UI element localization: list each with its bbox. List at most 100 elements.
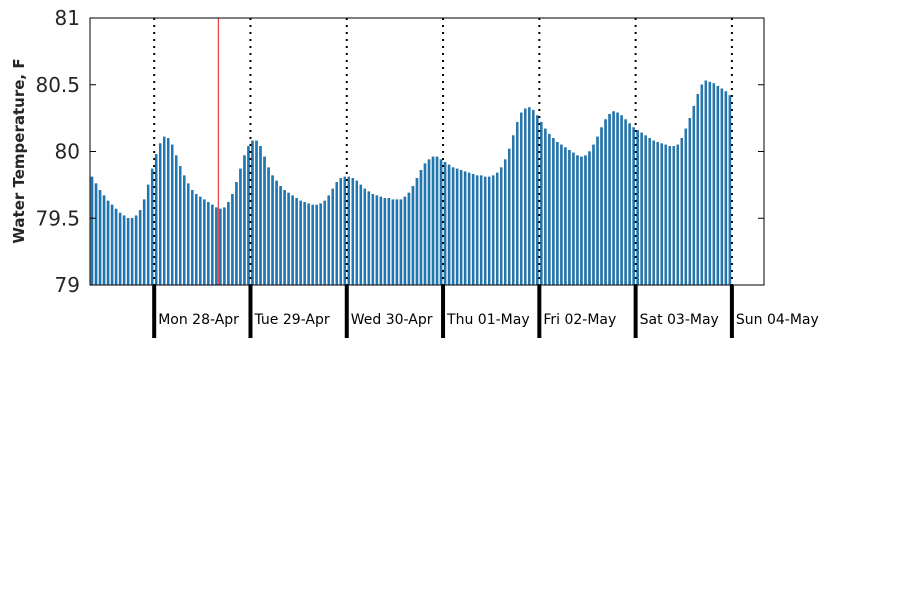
temperature-bar [291,195,294,286]
y-axis-label: Water Temperature, F [10,58,28,243]
temperature-bar [359,184,363,286]
temperature-bar [720,88,724,286]
y-tick-label: 79.5 [35,206,80,230]
temperature-bar [162,136,166,286]
temperature-bar [676,144,680,286]
temperature-bar [231,194,234,286]
temperature-bar [267,167,270,286]
temperature-bar [483,176,487,286]
temperature-bar [383,198,387,286]
temperature-bar [451,167,455,286]
temperature-bar [544,128,547,286]
temperature-bar [170,144,174,286]
temperature-bar [459,170,463,286]
temperature-bar [636,129,639,286]
temperature-bar [632,127,635,286]
temperature-bar [94,183,98,286]
temperature-bar [351,178,355,286]
temperature-bar [608,113,611,286]
temperature-bar [191,190,194,286]
temperature-bar [532,109,535,286]
temperature-bar [347,176,351,286]
day-labels: Mon 28-Apr Tue 29-Apr Wed 30-Apr Thu 01-May… [158,312,819,328]
temperature-bar [584,155,587,286]
temperature-bar [263,156,266,286]
temperature-bar [343,176,347,286]
temperature-bar [728,95,732,286]
temperature-bar [371,194,375,286]
y-axis-ticks: 79 79.5 80 80.5 81 [35,6,764,297]
temperature-bar [130,218,134,286]
temperature-bar [516,121,519,286]
temperature-bar [427,159,431,286]
temperature-bar [211,204,214,286]
temperature-bar [572,152,575,286]
temperature-bar [564,147,567,286]
temperature-bar [146,184,150,286]
temperature-bar [227,202,230,286]
y-tick-label: 80.5 [35,73,80,97]
day-separator-ticks [152,285,734,338]
temperature-bar [684,128,688,286]
temperature-bar [114,208,118,286]
temperature-bar [576,155,579,286]
temperature-bar [463,171,467,286]
temperature-bar [467,172,471,286]
day-label: Wed 30-Apr [351,312,433,328]
temperature-bar [616,112,619,286]
temperature-bar [435,156,439,286]
temperature-bar [166,137,170,286]
temperature-bar [174,155,178,286]
temperature-bar [495,172,499,286]
temperature-bar [223,207,226,286]
temperature-bar [375,195,379,286]
temperature-bar [443,162,447,286]
temperature-bar [620,115,623,286]
temperature-bar [158,143,162,286]
temperature-bar [592,144,595,286]
temperature-bar [403,196,407,286]
temperature-bar [692,105,696,286]
temperature-bar [271,175,274,286]
temperature-bar [407,192,411,286]
temperature-bar [311,204,314,286]
temperature-bar [110,204,114,286]
temperature-bar [528,107,531,286]
day-label: Fri 02-May [543,312,616,328]
temperature-bar [471,174,475,286]
temperature-bar [548,133,551,286]
temperature-bar [215,207,218,286]
y-tick-label: 79 [55,273,80,297]
temperature-bar [98,190,102,286]
plot-background [90,18,764,285]
temperature-bar [716,85,720,286]
temperature-bar [411,186,415,286]
temperature-bar [491,175,495,286]
temperature-bar [588,151,591,286]
temperature-bar [520,112,523,286]
temperature-bar [247,146,250,286]
temperature-bar [303,202,306,286]
temperature-bar [419,170,423,286]
temperature-bar [704,80,708,286]
temperature-bar [680,137,684,286]
temperature-bar [102,195,106,286]
temperature-bar [580,156,583,286]
temperature-bar [379,196,383,286]
temperature-bar [219,208,222,286]
temperature-bar [560,144,563,286]
temperature-bar [656,142,659,286]
day-label: Sat 03-May [640,312,719,328]
temperature-bar [299,200,302,286]
temperature-bar [524,108,527,286]
temperature-bar [323,200,326,286]
temperature-bar [183,175,186,286]
temperature-bar [507,148,511,286]
temperature-bar [604,119,607,286]
temperature-bar [315,204,318,286]
temperature-bar [439,159,443,286]
temperature-bar [150,168,154,286]
temperature-bar [668,146,671,286]
temperature-bar [503,159,507,286]
temperature-bar [596,136,599,286]
